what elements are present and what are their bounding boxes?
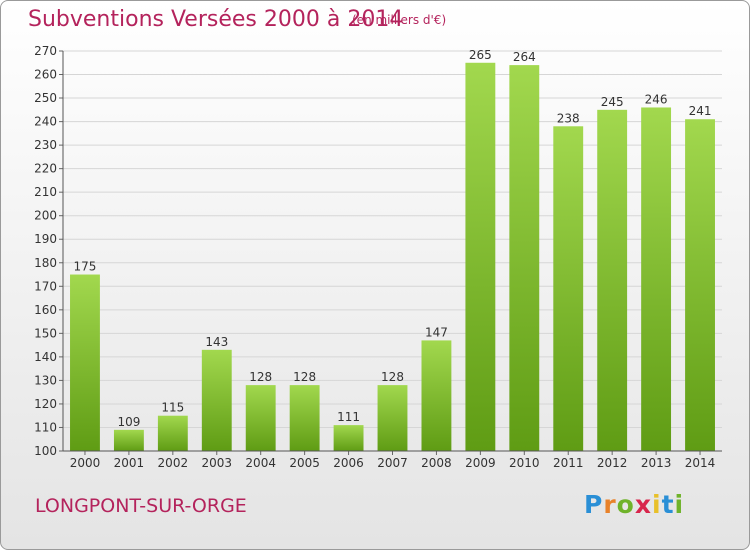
x-tick-label: 2014 bbox=[685, 456, 716, 470]
bar-value-label: 246 bbox=[645, 92, 668, 106]
bar-value-label: 264 bbox=[513, 50, 536, 64]
bar-2009 bbox=[465, 62, 496, 451]
y-tick-label: 230 bbox=[34, 138, 57, 152]
y-tick-label: 180 bbox=[34, 256, 57, 270]
logo-letter: x bbox=[634, 490, 652, 519]
logo-letter: i bbox=[674, 490, 685, 519]
bar-value-label: 265 bbox=[469, 48, 492, 62]
bar-2001 bbox=[113, 429, 144, 451]
logo-letter: i bbox=[652, 490, 662, 519]
bar-value-label: 175 bbox=[74, 260, 97, 274]
bar-2003 bbox=[201, 349, 232, 451]
y-tick-label: 260 bbox=[34, 68, 57, 82]
x-tick-label: 2010 bbox=[509, 456, 540, 470]
x-tick-label: 2011 bbox=[553, 456, 584, 470]
y-tick-label: 250 bbox=[34, 91, 57, 105]
bar-2006 bbox=[333, 425, 364, 451]
y-tick-label: 210 bbox=[34, 185, 57, 199]
y-tick-label: 220 bbox=[34, 162, 57, 176]
x-tick-label: 2004 bbox=[245, 456, 276, 470]
bar-2005 bbox=[289, 385, 320, 451]
logo-letter: r bbox=[603, 490, 617, 519]
bars: 175 109 115 143 128 128 111 128 147 265 264 238 245 2… bbox=[70, 48, 715, 452]
bar-2008 bbox=[421, 340, 452, 451]
y-tick-label: 160 bbox=[34, 303, 57, 317]
x-tick-label: 2009 bbox=[465, 456, 496, 470]
bar-value-label: 109 bbox=[117, 415, 140, 429]
bar-value-label: 128 bbox=[381, 370, 404, 384]
bar-2013 bbox=[641, 107, 672, 452]
x-tick-label: 2012 bbox=[597, 456, 628, 470]
y-tick-label: 100 bbox=[34, 444, 57, 458]
proxiti-logo: Proxiti bbox=[584, 490, 684, 519]
y-tick-label: 110 bbox=[34, 420, 57, 434]
y-tick-label: 170 bbox=[34, 279, 57, 293]
bar-2002 bbox=[157, 415, 188, 451]
y-tick-label: 140 bbox=[34, 350, 57, 364]
x-tick-label: 2006 bbox=[333, 456, 364, 470]
x-tick-label: 2007 bbox=[377, 456, 408, 470]
bar-value-label: 238 bbox=[557, 111, 580, 125]
y-tick-label: 270 bbox=[34, 44, 57, 58]
bar-2014 bbox=[685, 119, 715, 451]
bar-value-label: 245 bbox=[601, 95, 624, 109]
y-tick-label: 240 bbox=[34, 115, 57, 129]
bar-2011 bbox=[553, 126, 584, 451]
x-tick-label: 2002 bbox=[158, 456, 189, 470]
bar-2000 bbox=[70, 274, 100, 451]
x-tick-label: 2005 bbox=[289, 456, 320, 470]
x-tick-label: 2008 bbox=[421, 456, 452, 470]
bar-2010 bbox=[509, 65, 540, 451]
axes: 100 110 120 130 140 150 160 170 180 190 200 210 220 2… bbox=[34, 44, 722, 470]
y-tick-label: 200 bbox=[34, 209, 57, 223]
logo-letter: t bbox=[661, 490, 675, 519]
logo-letter: o bbox=[616, 490, 635, 519]
bar-value-label: 147 bbox=[425, 325, 448, 339]
x-tick-label: 2013 bbox=[641, 456, 672, 470]
bar-value-label: 241 bbox=[689, 104, 712, 118]
chart-subtitle: (en milliers d'€) bbox=[352, 13, 447, 27]
y-tick-label: 130 bbox=[34, 373, 57, 387]
logo-letter: P bbox=[584, 490, 604, 519]
bar-value-label: 128 bbox=[293, 370, 316, 384]
bar-value-label: 128 bbox=[249, 370, 272, 384]
bar-value-label: 111 bbox=[337, 410, 360, 424]
chart-title: Subventions Versées 2000 à 2014 bbox=[28, 7, 404, 32]
bar-2012 bbox=[597, 109, 628, 451]
x-tick-label: 2000 bbox=[70, 456, 101, 470]
y-tick-label: 150 bbox=[34, 326, 57, 340]
bar-2004 bbox=[245, 385, 276, 451]
x-tick-label: 2001 bbox=[114, 456, 145, 470]
bar-value-label: 115 bbox=[161, 401, 184, 415]
x-tick-label: 2003 bbox=[201, 456, 232, 470]
y-tick-label: 190 bbox=[34, 232, 57, 246]
y-tick-label: 120 bbox=[34, 397, 57, 411]
bar-2007 bbox=[377, 385, 408, 451]
commune-name: LONGPONT-SUR-ORGE bbox=[35, 495, 247, 517]
bar-value-label: 143 bbox=[205, 335, 228, 349]
